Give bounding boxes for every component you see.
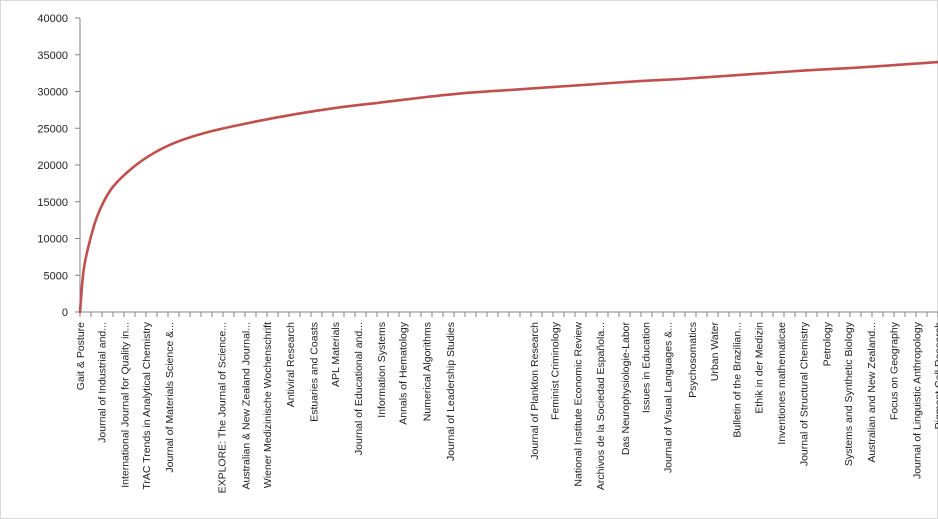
x-category-label: International Journal for Quality in... (120, 322, 132, 488)
y-tick-label: 15000 (37, 197, 68, 209)
x-category-label: Annals of Hematology (398, 321, 410, 424)
x-category-label: Journal of Leadership Studies (445, 322, 457, 461)
x-category-label: Journal of Plankton Research (529, 322, 541, 460)
y-tick-label: 30000 (37, 87, 68, 99)
x-category-label: EXPLORE: The Journal of Science... (217, 322, 229, 493)
x-category-label: Issues in Education (640, 322, 652, 413)
x-category-label: Petrology (821, 321, 833, 366)
x-category-label: Bulletin of the Brazilian... (731, 322, 743, 438)
x-category-label: Inventiones mathematicae (776, 322, 788, 445)
x-category-label: Australian and New Zealand... (866, 322, 878, 463)
y-tick-label: 10000 (37, 234, 68, 246)
x-axis (79, 311, 938, 317)
x-category-label: Journal of Educational and... (353, 322, 365, 455)
y-tick-label: 25000 (37, 123, 68, 135)
x-category-label: Wiener Medizinische Wochenschrift (262, 322, 274, 488)
x-category-label: Urban Water (709, 322, 721, 382)
series-line (78, 60, 938, 314)
y-tick-label: 20000 (37, 160, 68, 172)
y-tick-label: 0 (62, 307, 68, 319)
x-category-label: Das Neurophysiologie-Labor (620, 321, 632, 455)
x-category-label: National Institute Economic Review (573, 322, 585, 487)
x-category-label: Journal of Structural Chemistry (798, 321, 810, 466)
category-labels: Gait & Posture Journal of Industrial and.… (75, 321, 938, 493)
x-category-label: Journal of Visual Languages &... (663, 322, 675, 473)
y-axis: 0 5000 10000 15000 20000 25000 30000 35000 40000 (37, 13, 81, 319)
x-category-label: Information Systems (376, 322, 388, 418)
x-category-label: Ethik in der Medizin (754, 322, 766, 414)
x-category-label: Australian & New Zealand Journal... (241, 322, 253, 490)
x-category-label: Numerical Algorithms (422, 322, 434, 421)
x-category-label: Antiviral Research (285, 322, 297, 407)
y-tick-label: 35000 (37, 50, 68, 62)
x-category-label: Journal of Linguistic Anthropology (912, 321, 924, 479)
x-category-label: Journal of Materials Science &... (164, 322, 176, 473)
x-category-label: Estuaries and Coasts (308, 322, 320, 422)
x-category-label: TrAC Trends in Analytical Chemistry (141, 321, 153, 489)
x-category-label: Feminist Criminology (549, 321, 561, 420)
x-category-label: Gait & Posture (75, 322, 87, 390)
x-category-label: Focus on Geography (888, 321, 900, 420)
y-tick-label: 40000 (37, 13, 68, 25)
x-category-label: Psychosomatics (687, 322, 699, 398)
x-category-label: Pigment Cell Research (933, 322, 938, 430)
x-category-label: APL Materials (330, 322, 342, 387)
series-layer (78, 60, 938, 314)
x-category-label: Journal of Industrial and... (96, 322, 108, 443)
x-category-label: Systems and Synthetic Biology (843, 321, 855, 466)
y-tick-label: 5000 (44, 270, 68, 282)
x-category-label: Archivos de la Sociedad Española... (595, 322, 607, 490)
